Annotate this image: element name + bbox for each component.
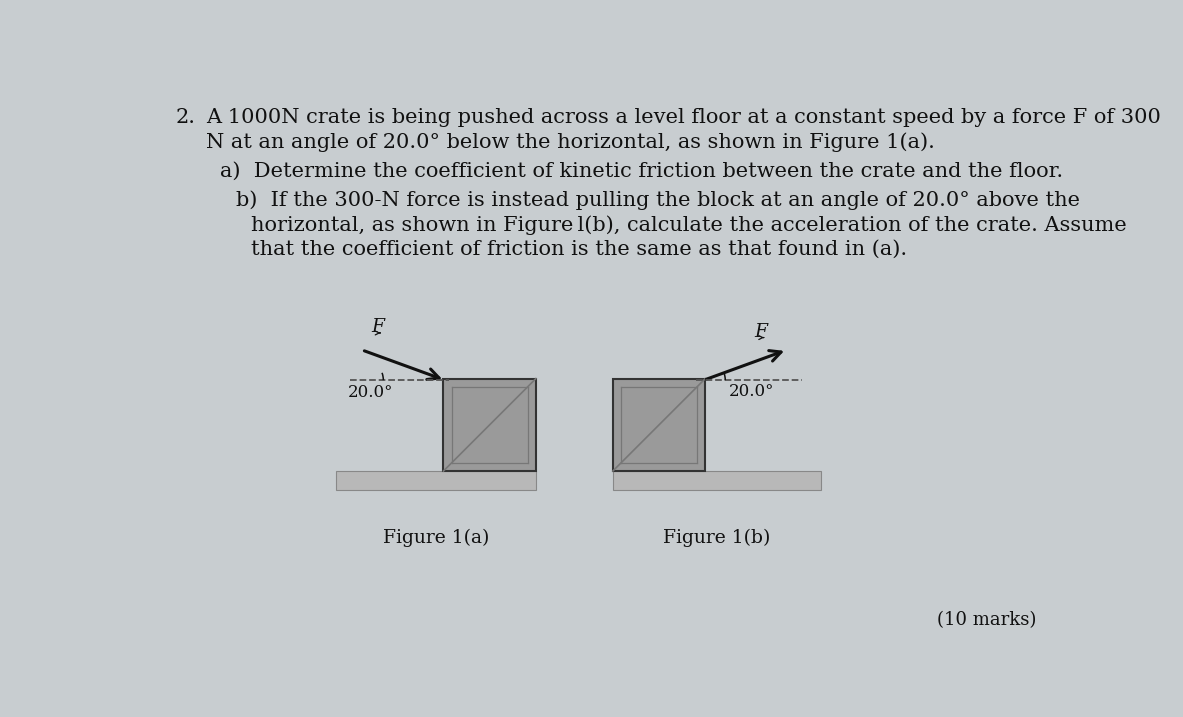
Text: a)  Determine the coefficient of kinetic friction between the crate and the floo: a) Determine the coefficient of kinetic …	[220, 161, 1064, 181]
Text: 20.0°: 20.0°	[348, 384, 394, 401]
Text: 2.: 2.	[175, 108, 195, 127]
Bar	[613, 471, 821, 490]
Text: F: F	[371, 318, 384, 336]
Bar	[444, 379, 536, 471]
Text: A 1000N crate is being pushed across a level floor at a constant speed by a forc: A 1000N crate is being pushed across a l…	[206, 108, 1162, 127]
Text: b)  If the 300-N force is instead pulling the block at an angle of 20.0° above t: b) If the 300-N force is instead pulling…	[235, 191, 1080, 210]
Text: 20.0°: 20.0°	[729, 384, 775, 400]
Text: (10 marks): (10 marks)	[937, 611, 1036, 629]
Text: Figure 1(a): Figure 1(a)	[382, 529, 489, 547]
Bar	[613, 379, 705, 471]
Text: F: F	[755, 323, 768, 341]
Text: horizontal, as shown in Figure l(b), calculate the acceleration of the crate. As: horizontal, as shown in Figure l(b), cal…	[251, 215, 1126, 235]
Text: Figure 1(b): Figure 1(b)	[664, 529, 770, 547]
Text: N at an angle of 20.0° below the horizontal, as shown in Figure 1(a).: N at an angle of 20.0° below the horizon…	[206, 132, 935, 152]
Text: that the coefficient of friction is the same as that found in (a).: that the coefficient of friction is the …	[251, 240, 907, 259]
Bar	[336, 471, 536, 490]
